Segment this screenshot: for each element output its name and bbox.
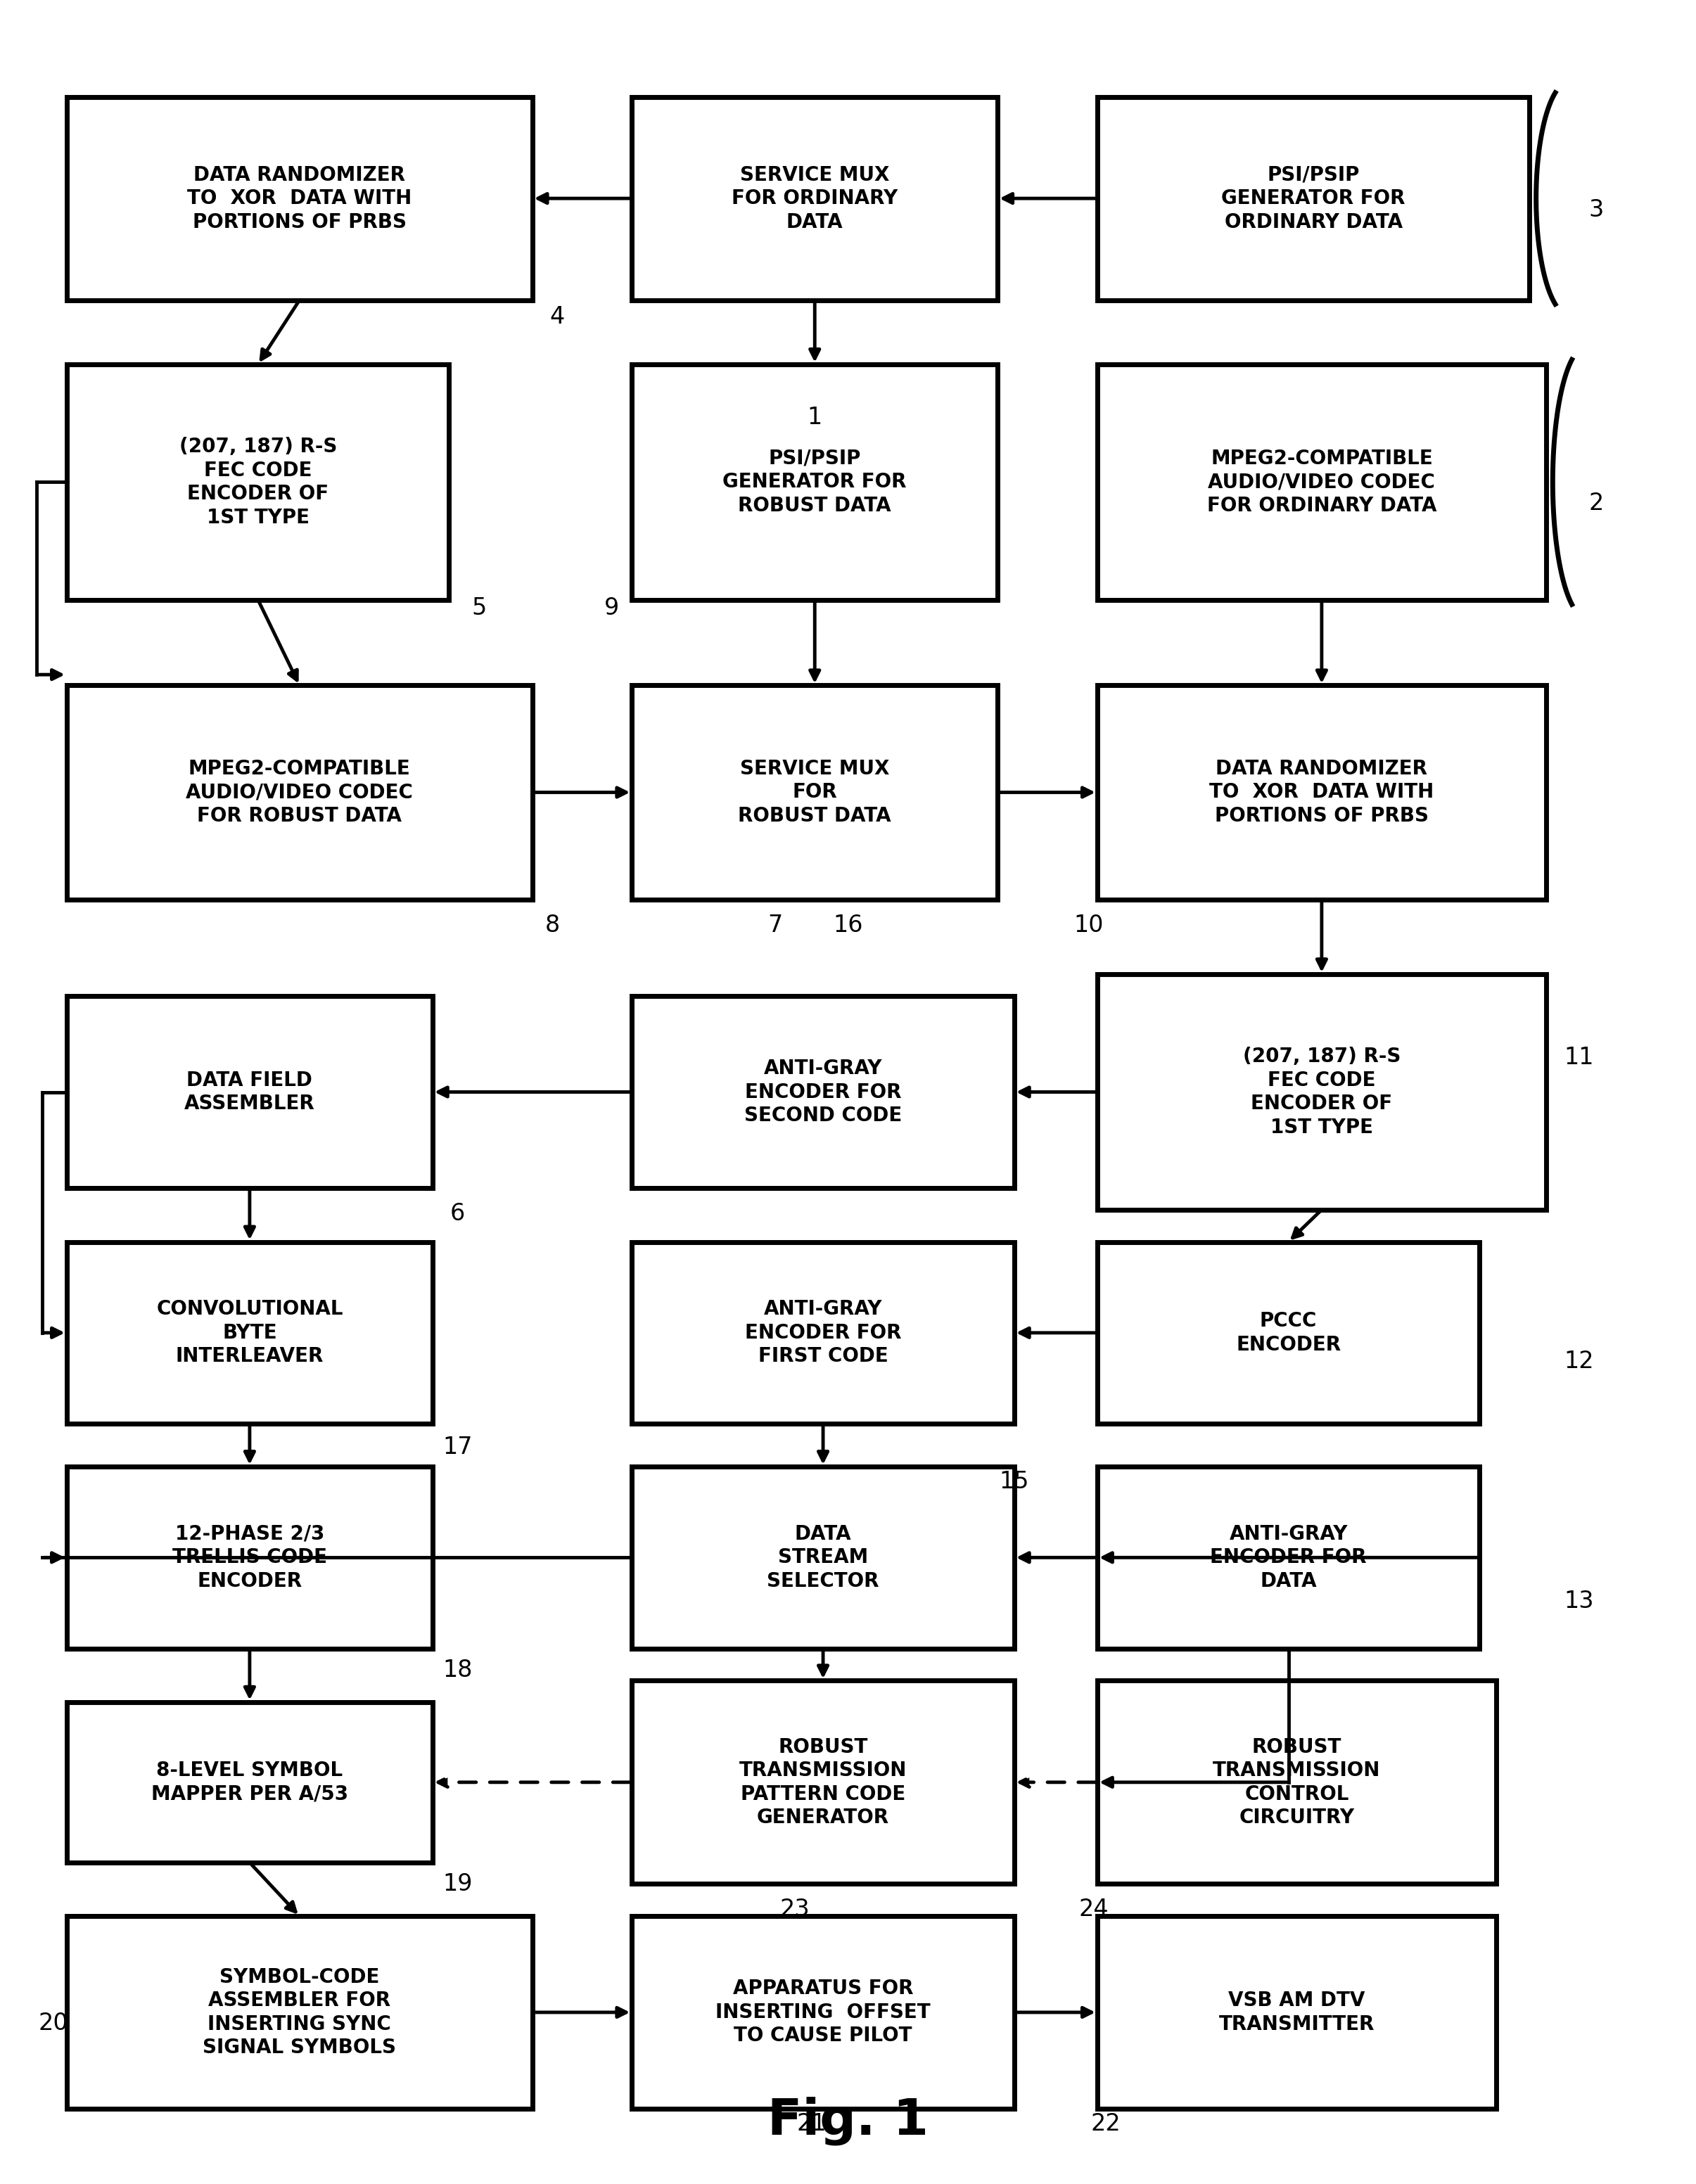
Text: 12-PHASE 2/3
TRELLIS CODE
ENCODER: 12-PHASE 2/3 TRELLIS CODE ENCODER <box>173 1524 327 1590</box>
Bar <box>66 1468 432 1649</box>
Text: DATA RANDOMIZER
TO  XOR  DATA WITH
PORTIONS OF PRBS: DATA RANDOMIZER TO XOR DATA WITH PORTION… <box>187 166 412 232</box>
Text: 13: 13 <box>1564 1590 1594 1614</box>
Text: 17: 17 <box>443 1435 473 1459</box>
Text: 5: 5 <box>471 596 487 620</box>
Text: 9: 9 <box>604 596 619 620</box>
Text: 24: 24 <box>1079 1898 1109 1922</box>
Text: 12: 12 <box>1564 1350 1594 1374</box>
Text: 19: 19 <box>443 1872 473 1896</box>
Bar <box>66 686 533 900</box>
Text: 8: 8 <box>544 913 560 937</box>
Bar <box>633 1468 1014 1649</box>
Text: VSB AM DTV
TRANSMITTER: VSB AM DTV TRANSMITTER <box>1219 1990 1375 2033</box>
Text: 11: 11 <box>1564 1046 1594 1070</box>
Text: 18: 18 <box>443 1658 471 1682</box>
Text: PSI/PSIP
GENERATOR FOR
ORDINARY DATA: PSI/PSIP GENERATOR FOR ORDINARY DATA <box>1221 166 1406 232</box>
Bar <box>633 1682 1014 1885</box>
Bar <box>1097 686 1547 900</box>
Text: 7: 7 <box>767 913 782 937</box>
Bar <box>1097 1468 1479 1649</box>
Text: SERVICE MUX
FOR ORDINARY
DATA: SERVICE MUX FOR ORDINARY DATA <box>731 166 897 232</box>
Text: 2: 2 <box>1589 491 1603 515</box>
Text: (207, 187) R-S
FEC CODE
ENCODER OF
1ST TYPE: (207, 187) R-S FEC CODE ENCODER OF 1ST T… <box>180 437 338 526</box>
Bar <box>633 686 997 900</box>
Text: APPARATUS FOR
INSERTING  OFFSET
TO CAUSE PILOT: APPARATUS FOR INSERTING OFFSET TO CAUSE … <box>716 1979 931 2046</box>
Bar <box>1097 96 1530 299</box>
Bar <box>633 996 1014 1188</box>
Bar <box>66 996 432 1188</box>
Bar <box>633 96 997 299</box>
Bar <box>1097 1682 1496 1885</box>
Text: DATA RANDOMIZER
TO  XOR  DATA WITH
PORTIONS OF PRBS: DATA RANDOMIZER TO XOR DATA WITH PORTION… <box>1209 760 1435 826</box>
Text: MPEG2-COMPATIBLE
AUDIO/VIDEO CODEC
FOR ROBUST DATA: MPEG2-COMPATIBLE AUDIO/VIDEO CODEC FOR R… <box>187 760 414 826</box>
Text: Fig. 1: Fig. 1 <box>768 2097 928 2145</box>
Text: CONVOLUTIONAL
BYTE
INTERLEAVER: CONVOLUTIONAL BYTE INTERLEAVER <box>156 1299 343 1367</box>
Bar <box>66 1915 533 2110</box>
Text: 6: 6 <box>449 1203 465 1225</box>
Bar <box>1097 1243 1479 1424</box>
Bar <box>66 1243 432 1424</box>
Bar <box>633 365 997 601</box>
Text: ROBUST
TRANSMISSION
CONTROL
CIRCUITRY: ROBUST TRANSMISSION CONTROL CIRCUITRY <box>1213 1736 1381 1828</box>
Text: ANTI-GRAY
ENCODER FOR
FIRST CODE: ANTI-GRAY ENCODER FOR FIRST CODE <box>745 1299 901 1367</box>
Text: ROBUST
TRANSMISSION
PATTERN CODE
GENERATOR: ROBUST TRANSMISSION PATTERN CODE GENERAT… <box>739 1736 907 1828</box>
Text: 10: 10 <box>1074 913 1104 937</box>
Bar <box>1097 1915 1496 2110</box>
Bar <box>633 1243 1014 1424</box>
Text: 15: 15 <box>999 1470 1029 1494</box>
Text: 16: 16 <box>833 913 863 937</box>
Text: 20: 20 <box>39 2011 68 2035</box>
Text: 21: 21 <box>797 2112 826 2136</box>
Bar <box>1097 974 1547 1210</box>
Text: (207, 187) R-S
FEC CODE
ENCODER OF
1ST TYPE: (207, 187) R-S FEC CODE ENCODER OF 1ST T… <box>1243 1046 1401 1138</box>
Text: PSI/PSIP
GENERATOR FOR
ROBUST DATA: PSI/PSIP GENERATOR FOR ROBUST DATA <box>722 448 907 515</box>
Text: 23: 23 <box>780 1898 809 1922</box>
Text: 1: 1 <box>807 406 823 430</box>
Bar <box>66 1701 432 1863</box>
Text: ANTI-GRAY
ENCODER FOR
DATA: ANTI-GRAY ENCODER FOR DATA <box>1211 1524 1367 1590</box>
Text: ANTI-GRAY
ENCODER FOR
SECOND CODE: ANTI-GRAY ENCODER FOR SECOND CODE <box>745 1059 902 1125</box>
Text: 8-LEVEL SYMBOL
MAPPER PER A/53: 8-LEVEL SYMBOL MAPPER PER A/53 <box>151 1760 348 1804</box>
Text: DATA FIELD
ASSEMBLER: DATA FIELD ASSEMBLER <box>185 1070 315 1114</box>
Text: PCCC
ENCODER: PCCC ENCODER <box>1236 1310 1342 1354</box>
Text: 4: 4 <box>550 306 565 330</box>
Text: SYMBOL-CODE
ASSEMBLER FOR
INSERTING SYNC
SIGNAL SYMBOLS: SYMBOL-CODE ASSEMBLER FOR INSERTING SYNC… <box>204 1968 397 2057</box>
Text: 22: 22 <box>1091 2112 1121 2136</box>
Bar <box>1097 365 1547 601</box>
Bar <box>66 365 449 601</box>
Text: SERVICE MUX
FOR
ROBUST DATA: SERVICE MUX FOR ROBUST DATA <box>738 760 892 826</box>
Bar <box>66 96 533 299</box>
Bar <box>633 1915 1014 2110</box>
Text: DATA
STREAM
SELECTOR: DATA STREAM SELECTOR <box>767 1524 879 1590</box>
Text: 3: 3 <box>1589 199 1603 223</box>
Text: MPEG2-COMPATIBLE
AUDIO/VIDEO CODEC
FOR ORDINARY DATA: MPEG2-COMPATIBLE AUDIO/VIDEO CODEC FOR O… <box>1208 448 1437 515</box>
